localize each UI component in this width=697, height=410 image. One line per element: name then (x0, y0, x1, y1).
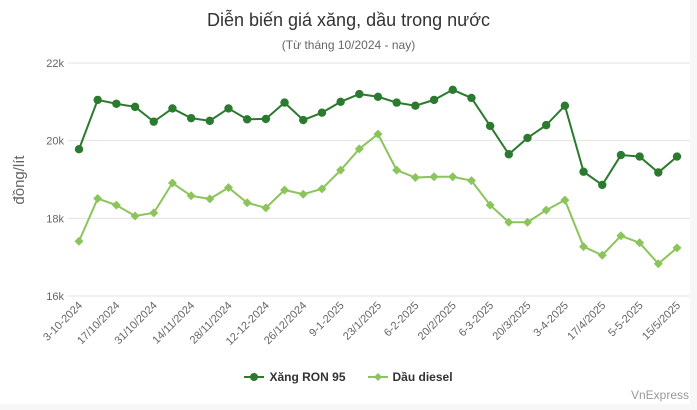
x-tick-label: 20/2/2025 (416, 300, 459, 343)
data-point (149, 208, 159, 218)
data-point (168, 104, 177, 113)
data-point (597, 250, 607, 260)
chart-title: Diễn biến giá xăng, dầu trong nước (206, 10, 491, 30)
data-point (298, 189, 308, 199)
data-point (523, 133, 532, 143)
data-point (523, 217, 532, 227)
data-point (74, 236, 84, 246)
legend: Xăng RON 95 Dầu diesel (0, 370, 697, 384)
data-point (280, 98, 289, 107)
data-point (355, 89, 364, 99)
data-point (299, 115, 308, 125)
data-point (354, 144, 364, 154)
data-point (111, 200, 121, 210)
data-point (336, 97, 345, 107)
chart-subtitle: (Từ tháng 10/2024 - nay) (281, 38, 416, 52)
data-point (560, 195, 570, 205)
data-point (541, 205, 551, 215)
data-point (560, 101, 570, 110)
legend-label: Xăng RON 95 (269, 370, 346, 384)
data-point (130, 102, 140, 112)
data-point (167, 178, 177, 188)
data-point (448, 172, 458, 182)
x-tick-label: 23/1/2025 (341, 300, 384, 343)
legend-item-diesel[interactable]: Dầu diesel (367, 370, 453, 384)
data-point (242, 115, 252, 124)
data-point (149, 117, 158, 126)
data-point (672, 243, 682, 253)
data-point (112, 99, 121, 108)
data-point (635, 238, 645, 248)
data-point (392, 98, 401, 107)
data-point (411, 101, 420, 110)
y-tick-label: 22k (46, 58, 64, 70)
data-point (373, 92, 383, 101)
data-point (653, 259, 663, 269)
data-point (467, 93, 476, 103)
legend-label: Dầu diesel (392, 370, 453, 384)
data-point (93, 95, 102, 105)
credit: VnExpress (630, 388, 689, 402)
data-point (410, 173, 420, 183)
data-point (205, 194, 215, 204)
data-point (74, 145, 84, 154)
legend-ron95-marker-icon (244, 373, 265, 381)
data-point (616, 150, 626, 160)
data-point (186, 113, 196, 123)
data-point (579, 242, 589, 252)
data-point (186, 191, 196, 201)
data-point (261, 114, 271, 124)
x-tick-label: 15/5/2025 (640, 300, 683, 343)
series-line-diesel (78, 132, 678, 266)
data-point (598, 180, 607, 190)
data-point (280, 185, 290, 195)
data-point (616, 231, 626, 241)
data-point (504, 150, 514, 159)
data-point (373, 129, 383, 139)
data-point (466, 176, 476, 186)
legend-item-ron95[interactable]: Xăng RON 95 (244, 370, 346, 384)
x-tick-label: 17/4/2025 (565, 300, 608, 343)
x-tick-label: 20/3/2025 (491, 300, 534, 343)
data-point (392, 165, 402, 175)
data-point (261, 203, 271, 213)
y-axis-label: đồng/lít (11, 155, 28, 205)
data-point (130, 211, 140, 221)
chart-card (0, 0, 690, 404)
data-point (654, 168, 663, 177)
y-tick-label: 20k (46, 136, 64, 148)
data-point (317, 108, 327, 117)
data-point (336, 165, 346, 175)
data-point (635, 152, 644, 161)
data-point (541, 120, 551, 130)
data-point (224, 183, 233, 193)
data-point (579, 167, 588, 176)
data-point (672, 152, 682, 161)
y-tick-label: 18k (46, 213, 64, 225)
data-point (93, 194, 103, 204)
data-point (448, 85, 457, 94)
legend-diesel-marker-icon (367, 373, 388, 381)
y-tick-label: 16k (46, 291, 64, 303)
data-point (205, 116, 215, 126)
data-point (485, 200, 495, 210)
data-point (317, 184, 327, 194)
data-point (224, 104, 233, 113)
data-point (485, 121, 495, 131)
data-point (242, 198, 252, 208)
data-point (429, 95, 439, 105)
data-point (504, 217, 514, 227)
data-point (429, 172, 439, 182)
